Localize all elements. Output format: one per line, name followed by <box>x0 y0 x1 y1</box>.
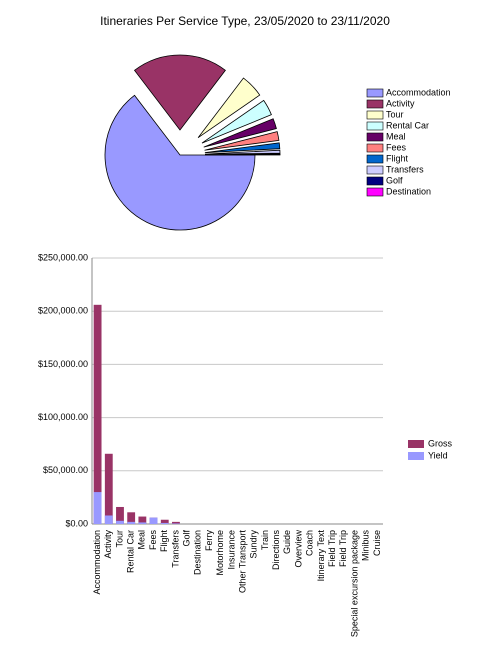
legend-swatch <box>366 143 384 153</box>
legend-swatch <box>408 452 424 460</box>
legend-swatch <box>366 88 384 98</box>
bar <box>93 304 102 524</box>
bar <box>116 506 124 524</box>
x-tick-label: Tour <box>114 530 124 548</box>
bar <box>149 517 158 524</box>
legend-label: Accommodation <box>386 87 451 97</box>
legend-label: Flight <box>386 153 409 163</box>
legend-label: Rental Car <box>386 120 429 130</box>
x-tick-label: Itinerary Text <box>316 530 326 582</box>
legend-label: Meal <box>386 131 406 141</box>
x-tick-label: Motorhome <box>215 530 225 576</box>
legend-label: Tour <box>386 109 404 119</box>
bar <box>160 519 169 524</box>
legend-swatch <box>366 176 384 186</box>
bar <box>127 521 136 524</box>
pie-slice <box>204 131 280 151</box>
legend-swatch <box>366 121 384 131</box>
x-tick-label: Insurance <box>226 530 236 570</box>
y-tick-label: $250,000.00 <box>38 252 88 262</box>
x-tick-label: Guide <box>282 530 292 554</box>
pie-slice <box>197 77 261 139</box>
chart-title: Itineraries Per Service Type, 23/05/2020… <box>100 14 390 28</box>
x-tick-label: Other Transport <box>237 530 247 594</box>
x-tick-label: Field Trip <box>327 530 337 567</box>
legend-label: Destination <box>386 186 431 196</box>
legend-swatch <box>366 99 384 109</box>
bar <box>127 512 136 524</box>
x-tick-label: Meal <box>137 530 147 550</box>
x-tick-label: Flight <box>159 530 169 553</box>
bar <box>138 516 147 524</box>
x-tick-label: Coach <box>305 530 315 556</box>
legend-label: Transfers <box>386 164 424 174</box>
legend-swatch <box>366 132 384 142</box>
legend-label: Yield <box>428 450 448 460</box>
bar <box>116 520 124 524</box>
x-tick-label: Accommodation <box>92 530 102 595</box>
x-tick-label: Cruise <box>372 530 382 556</box>
x-tick-label: Train <box>260 530 270 550</box>
legend-label: Gross <box>428 438 453 448</box>
y-tick-label: $150,000.00 <box>38 359 88 369</box>
pie-slice <box>201 99 272 144</box>
x-tick-label: Field Trip <box>338 530 348 567</box>
x-tick-label: Sundry <box>249 530 259 559</box>
legend-swatch <box>366 154 384 164</box>
bar <box>172 523 180 524</box>
pie-slice <box>204 142 281 154</box>
bar <box>93 492 102 524</box>
x-tick-label: Overview <box>293 530 303 568</box>
x-tick-label: Destination <box>193 530 203 575</box>
bar <box>138 522 147 524</box>
legend-label: Activity <box>386 98 415 108</box>
bar <box>160 522 169 524</box>
bar <box>172 521 180 524</box>
legend-swatch <box>408 440 424 448</box>
x-tick-label: Ferry <box>204 530 214 551</box>
pie-slice <box>104 94 256 231</box>
x-tick-label: Special excursion package <box>349 530 359 637</box>
pie-slice <box>204 149 281 155</box>
pie-slice <box>203 118 277 148</box>
x-tick-label: Golf <box>182 530 192 547</box>
legend-label: Golf <box>386 175 403 185</box>
y-tick-label: $50,000.00 <box>43 465 88 475</box>
x-tick-label: Rental Car <box>126 530 136 573</box>
x-tick-label: Minibus <box>361 530 371 562</box>
legend-swatch <box>366 187 384 197</box>
y-tick-label: $0.00 <box>65 518 88 528</box>
legend-swatch <box>366 110 384 120</box>
x-tick-label: Activity <box>103 530 113 559</box>
legend-label: Fees <box>386 142 407 152</box>
bar <box>104 453 113 524</box>
x-tick-label: Transfers <box>170 530 180 568</box>
legend-swatch <box>366 165 384 175</box>
bar <box>104 515 113 524</box>
x-tick-label: Directions <box>271 530 281 571</box>
y-tick-label: $100,000.00 <box>38 412 88 422</box>
x-tick-label: Fees <box>148 530 158 551</box>
y-tick-label: $200,000.00 <box>38 306 88 316</box>
pie-slice <box>133 54 226 131</box>
